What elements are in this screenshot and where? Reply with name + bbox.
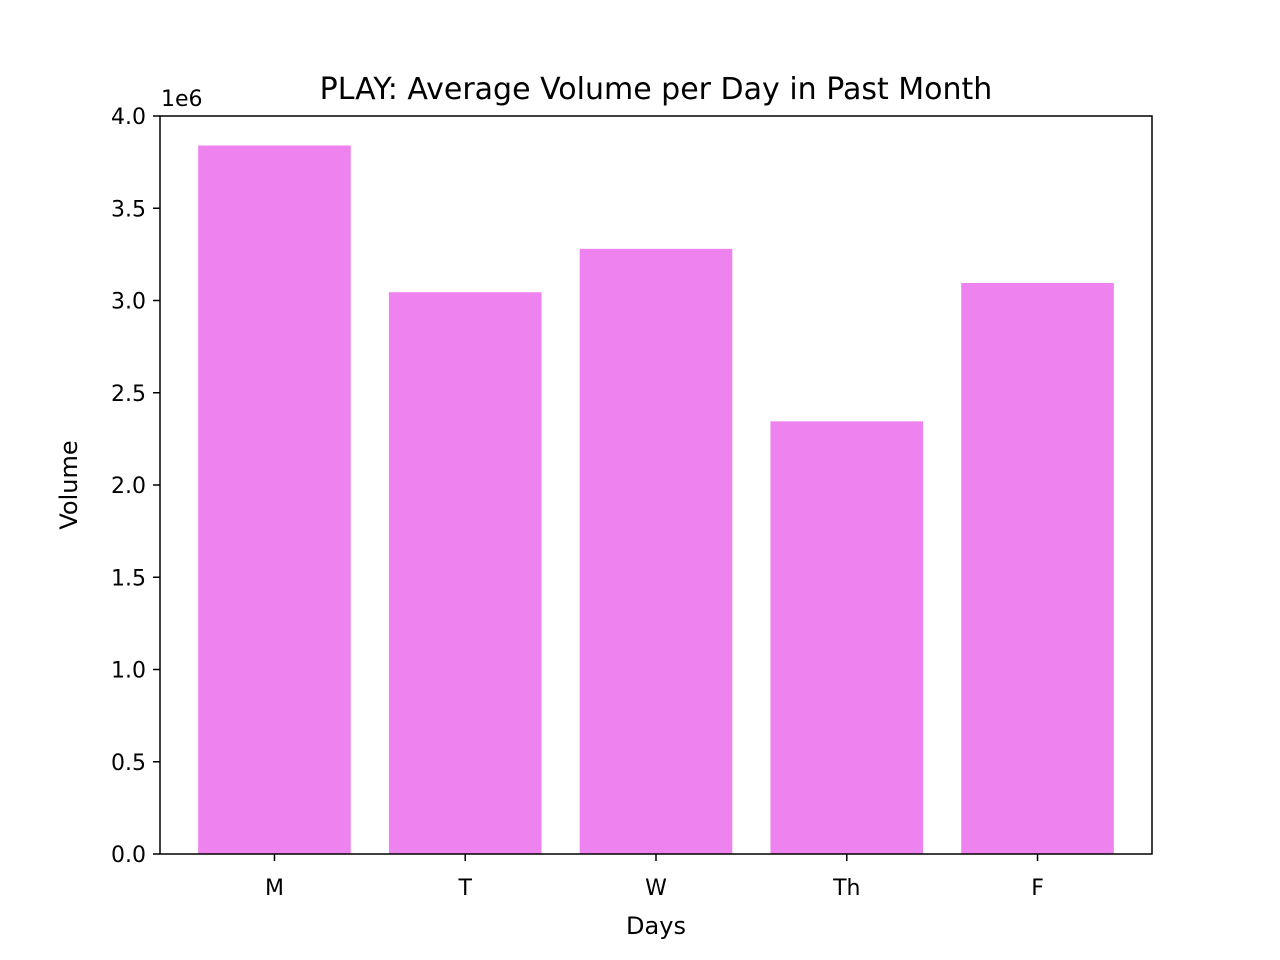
bars-group xyxy=(198,145,1114,855)
bar-f xyxy=(961,282,1114,854)
bar-t xyxy=(388,292,542,854)
y-tick-label: 4.0 xyxy=(111,105,146,130)
y-tick-label: 0.0 xyxy=(111,843,146,868)
x-tick-label: T xyxy=(458,876,473,901)
x-axis-label: Days xyxy=(626,912,686,940)
y-tick-label: 3.0 xyxy=(111,290,146,315)
bar-m xyxy=(198,145,351,854)
ticks-group: M T W Th F 0.0 0.5 1.0 1.5 2.0 2.5 3.0 3.5 4.0 xyxy=(111,105,1044,901)
x-tick-label: Th xyxy=(832,876,860,901)
x-tick-label: F xyxy=(1031,876,1044,901)
y-tick-label: 0.5 xyxy=(111,751,146,776)
bar-th xyxy=(770,421,924,854)
y-tick-label: 1.0 xyxy=(111,659,146,684)
y-axis-label: Volume xyxy=(55,440,83,529)
y-tick-label: 3.5 xyxy=(111,197,146,222)
y-tick-label: 2.0 xyxy=(111,474,146,499)
bar-w xyxy=(579,248,733,855)
y-tick-label: 1.5 xyxy=(111,566,146,591)
y-tick-label: 2.5 xyxy=(111,382,146,407)
y-axis-offset-label: 1e6 xyxy=(161,87,203,112)
x-tick-label: W xyxy=(645,876,667,901)
chart-title: PLAY: Average Volume per Day in Past Mon… xyxy=(320,72,993,107)
x-tick-label: M xyxy=(265,876,284,901)
plot-frame xyxy=(159,115,1153,855)
